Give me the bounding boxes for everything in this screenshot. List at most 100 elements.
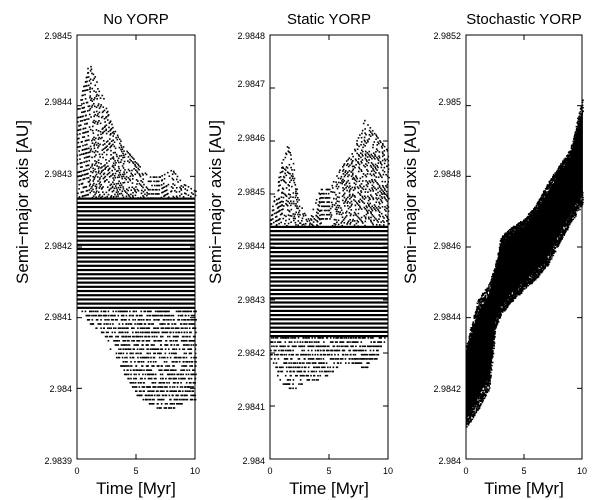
data-point xyxy=(102,177,105,180)
data-point xyxy=(149,398,152,401)
data-point xyxy=(175,377,178,380)
data-point xyxy=(167,323,169,325)
data-point xyxy=(95,327,98,329)
data-point xyxy=(87,164,90,166)
data-point xyxy=(83,169,85,172)
data-point xyxy=(270,358,273,360)
data-point xyxy=(491,277,493,280)
stripe-mark xyxy=(270,255,388,258)
data-point xyxy=(329,370,331,373)
data-point xyxy=(163,186,166,188)
data-point xyxy=(362,150,364,153)
data-point xyxy=(372,353,375,356)
data-point xyxy=(360,366,363,369)
data-point xyxy=(155,348,157,350)
data-point xyxy=(117,170,119,172)
data-point xyxy=(471,330,473,332)
data-point xyxy=(523,281,526,284)
data-point xyxy=(336,366,339,369)
y-axis-label: Semi−major axis [AU] xyxy=(206,120,225,284)
data-point xyxy=(141,365,144,367)
data-point xyxy=(486,385,489,387)
data-point xyxy=(93,144,95,147)
data-point xyxy=(362,122,365,125)
data-point xyxy=(115,170,118,173)
data-point xyxy=(383,192,385,194)
data-point xyxy=(385,148,388,151)
data-point xyxy=(467,341,470,343)
data-point xyxy=(139,196,142,199)
data-point xyxy=(512,229,515,232)
data-point xyxy=(336,345,339,348)
data-point xyxy=(146,319,149,321)
data-point xyxy=(361,345,364,348)
data-point xyxy=(170,344,173,346)
data-point xyxy=(107,169,109,172)
data-point xyxy=(483,397,485,400)
data-point xyxy=(136,170,138,173)
data-point xyxy=(83,157,86,159)
data-point xyxy=(356,362,359,364)
data-point xyxy=(101,132,104,135)
data-point xyxy=(296,201,299,203)
data-point xyxy=(521,224,523,227)
data-point xyxy=(137,180,139,182)
data-point xyxy=(354,183,357,186)
data-point xyxy=(294,362,297,364)
data-point xyxy=(492,274,494,277)
data-point xyxy=(351,203,353,206)
data-point xyxy=(283,214,286,217)
data-point xyxy=(276,198,278,201)
data-point xyxy=(140,369,142,371)
data-point xyxy=(340,209,343,212)
data-point xyxy=(86,84,88,87)
data-point xyxy=(504,239,507,241)
data-point xyxy=(112,166,115,169)
data-point xyxy=(487,382,490,384)
data-point xyxy=(333,337,335,339)
data-point xyxy=(488,284,490,286)
data-point xyxy=(124,331,127,334)
data-point xyxy=(521,222,523,225)
data-point xyxy=(167,192,169,195)
data-point xyxy=(471,414,473,416)
data-point xyxy=(89,310,92,313)
data-point xyxy=(315,366,318,369)
data-point xyxy=(117,165,120,168)
data-point xyxy=(154,331,157,334)
data-point xyxy=(360,216,363,219)
data-point xyxy=(280,345,283,348)
data-point xyxy=(500,313,502,316)
data-point xyxy=(139,331,142,334)
data-point xyxy=(365,358,368,360)
data-point xyxy=(349,185,351,187)
data-point xyxy=(108,335,111,338)
data-point xyxy=(150,356,152,359)
data-point xyxy=(138,361,141,363)
data-point xyxy=(114,160,116,162)
data-point xyxy=(123,319,125,321)
data-point xyxy=(341,358,344,360)
data-point xyxy=(127,365,129,367)
data-point xyxy=(166,403,168,405)
data-point xyxy=(177,403,179,405)
data-point xyxy=(528,278,531,281)
data-point xyxy=(327,197,329,199)
data-point xyxy=(364,174,367,176)
data-point xyxy=(341,220,344,223)
data-point xyxy=(92,167,94,170)
data-point xyxy=(375,176,377,178)
data-point xyxy=(118,146,121,149)
data-point xyxy=(121,165,124,167)
data-point xyxy=(97,172,100,174)
data-point xyxy=(282,196,285,199)
data-point xyxy=(146,191,148,194)
data-point xyxy=(331,341,334,343)
data-point xyxy=(135,162,138,164)
data-point xyxy=(173,403,175,405)
data-point xyxy=(175,390,178,392)
data-point xyxy=(280,349,283,352)
data-point xyxy=(518,293,521,295)
data-point xyxy=(316,208,319,210)
data-point xyxy=(110,140,113,143)
